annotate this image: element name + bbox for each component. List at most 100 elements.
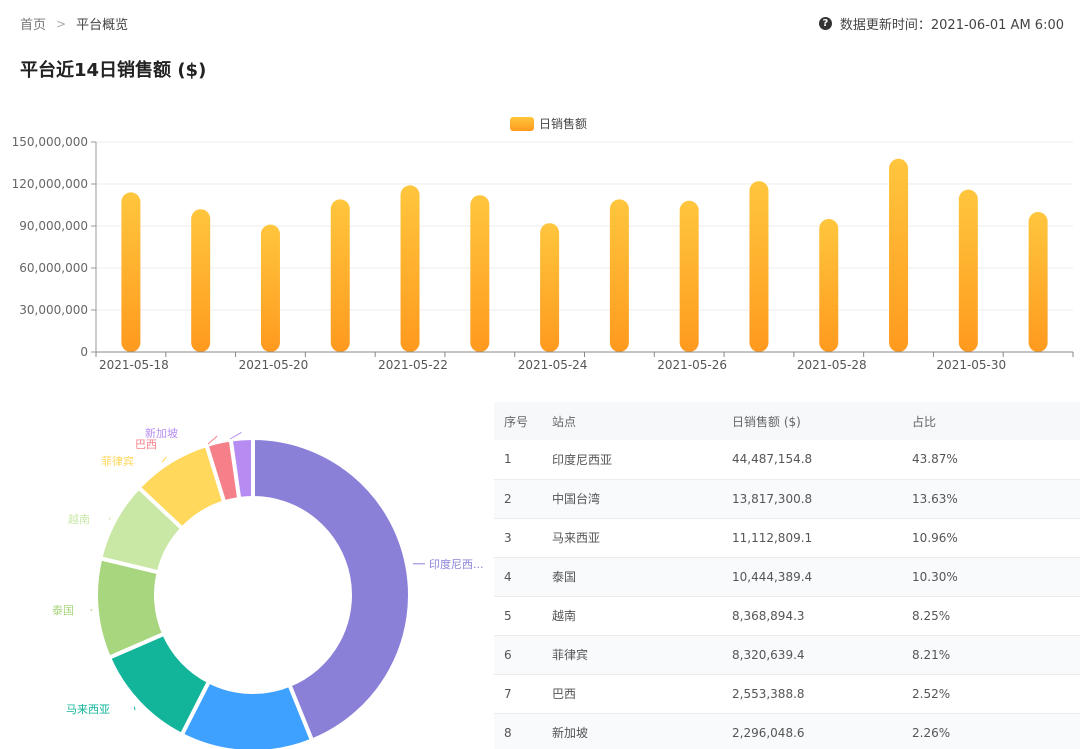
y-tick-label: 120,000,000 [12,177,88,191]
row-sales: 11,112,809.1 [732,530,813,545]
column-header-sales[interactable]: 日销售额 ($) [732,414,801,429]
top-bar: 首页 > 平台概览 ? 数据更新时间：2021-06-01 AM 6:00 [0,0,1080,46]
row-sales: 2,296,048.6 [732,725,805,740]
row-site: 越南 [552,609,577,623]
row-index: 3 [504,530,512,545]
bar-2021-05-24[interactable] [540,223,560,352]
row-share: 8.25% [912,608,951,623]
y-tick-label: 30,000,000 [19,303,88,317]
breadcrumb: 首页 > 平台概览 [20,14,129,34]
slice-label-line [207,435,218,445]
slice-label: 菲律宾 [101,454,134,468]
x-tick-label: 2021-05-28 [797,358,867,372]
page-title: 平台近14日销售额 ($) [20,60,207,81]
row-site: 泰国 [552,570,577,584]
x-tick-label: 2021-05-20 [239,358,309,372]
x-tick-label: 2021-05-22 [378,358,448,372]
x-tick-label: 2021-05-24 [518,358,588,372]
row-site: 巴西 [552,687,577,701]
bar-chart: 0 30,000,000 60,000,000 90,000,000 120,000,0… [12,116,1074,372]
row-sales: 2,553,388.8 [732,686,805,701]
row-index: 1 [504,452,512,467]
slice-label: 越南 [68,512,90,526]
slice-label-line [90,608,93,612]
table-row: 4 泰国 10,444,389.4 10.30% [494,557,1080,596]
breadcrumb-current: 平台概览 [76,18,129,33]
chevron-right-icon: > [56,16,67,31]
bar-2021-05-31[interactable] [1028,212,1048,352]
column-header-index[interactable]: 序号 [504,414,529,429]
row-sales: 8,368,894.3 [732,608,805,623]
row-index: 2 [504,491,512,506]
table-row: 1 印度尼西亚 44,487,154.8 43.87% [494,440,1080,479]
row-site: 马来西亚 [552,531,601,545]
slice-label: 印度尼西... [429,557,484,571]
bar-2021-05-20[interactable] [260,224,280,352]
table-row: 8 新加坡 2,296,048.6 2.26% [494,713,1080,749]
legend-label[interactable]: 日销售额 [539,116,587,131]
slice-label-line [229,431,242,440]
row-share: 13.63% [912,491,958,506]
table-row: 6 菲律宾 8,320,639.4 8.21% [494,635,1080,674]
column-header-site[interactable]: 站点 [552,414,577,429]
slice-label: 马来西亚 [66,703,110,716]
row-share: 2.52% [912,686,951,701]
y-tick-label: 90,000,000 [19,219,88,233]
row-index: 8 [504,725,512,740]
slice-label-line [133,706,136,711]
y-tick-label: 150,000,000 [12,135,88,149]
table-row: 5 越南 8,368,894.3 8.25% [494,596,1080,635]
row-share: 10.96% [912,530,958,545]
bar-2021-05-28[interactable] [819,219,839,352]
y-tick-label: 60,000,000 [19,261,88,275]
table-row: 2 中国台湾 13,817,300.8 13.63% [494,479,1080,518]
slice-label: 巴西 [135,438,157,451]
row-share: 8.21% [912,647,951,662]
slice-label: 泰国 [52,603,74,617]
row-share: 2.26% [912,725,951,740]
bar-2021-05-18[interactable] [121,192,141,352]
row-index: 6 [504,647,512,662]
bar-2021-05-22[interactable] [400,185,420,352]
help-icon[interactable]: ? [818,17,832,30]
column-header-share[interactable]: 占比 [912,414,937,429]
bar-2021-05-23[interactable] [470,195,490,352]
update-time-text: 数据更新时间：2021-06-01 AM 6:00 [839,18,1064,33]
row-share: 10.30% [912,569,958,584]
bar-2021-05-27[interactable] [749,181,769,352]
update-time: ? 数据更新时间：2021-06-01 AM 6:00 [818,14,1064,33]
row-site: 菲律宾 [552,648,589,662]
bar-2021-05-25[interactable] [609,199,629,352]
row-share: 43.87% [912,452,958,467]
bar-2021-05-19[interactable] [191,209,211,352]
site-sales-table: 序号 站点 日销售额 ($) 占比 1 印度尼西亚 44,487,154.8 4… [494,402,1080,749]
bar-2021-05-30[interactable] [958,189,978,352]
row-index: 7 [504,686,512,701]
x-tick-label: 2021-05-26 [657,358,727,372]
row-sales: 44,487,154.8 [732,452,813,467]
row-site: 新加坡 [552,726,589,740]
row-index: 5 [504,608,512,623]
legend-swatch[interactable] [510,117,534,131]
row-sales: 8,320,639.4 [732,647,805,662]
table-row: 3 马来西亚 11,112,809.1 10.96% [494,518,1080,557]
breadcrumb-home[interactable]: 首页 [20,18,47,33]
bar-2021-05-26[interactable] [679,200,699,352]
bar-2021-05-21[interactable] [330,199,350,352]
row-index: 4 [504,569,512,584]
row-sales: 10,444,389.4 [732,569,813,584]
row-site: 印度尼西亚 [552,452,613,467]
bar-2021-05-29[interactable] [889,158,909,352]
table-header-row: 序号 站点 日销售额 ($) 占比 [494,402,1080,440]
x-tick-label: 2021-05-18 [99,358,169,372]
x-tick-label: 2021-05-30 [936,358,1006,372]
row-site: 中国台湾 [552,492,601,506]
table-row: 7 巴西 2,553,388.8 2.52% [494,674,1080,713]
slice-label: 新加坡 [145,426,178,440]
donut-slice-8[interactable] [228,436,255,501]
donut-slice-1[interactable] [251,436,412,743]
row-sales: 13,817,300.8 [732,491,813,506]
y-tick-label: 0 [80,345,88,359]
slice-label-line [161,456,168,463]
